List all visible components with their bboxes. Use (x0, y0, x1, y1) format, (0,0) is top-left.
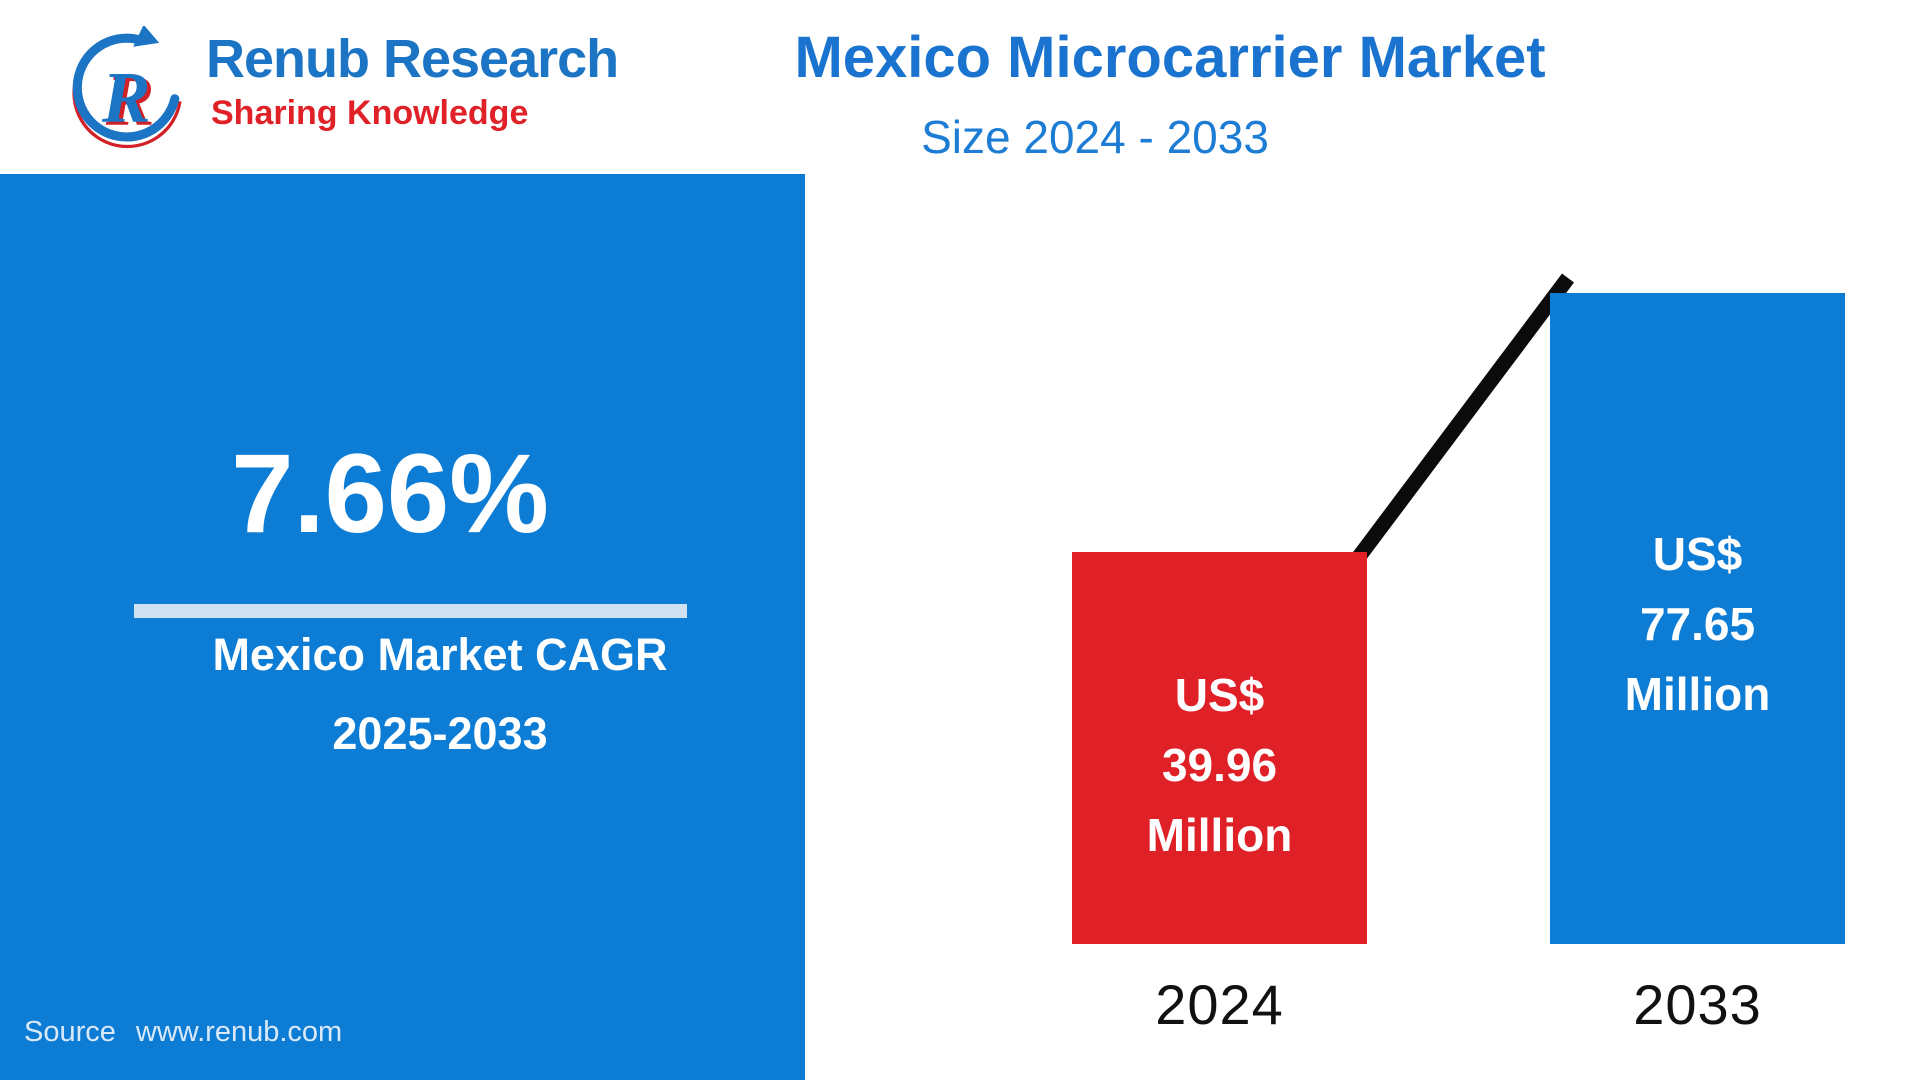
x-axis-label-2024: 2024 (1155, 973, 1284, 1036)
logo-brand-text: Renub Research (206, 29, 619, 89)
page-subtitle: Size 2024 - 2033 (921, 111, 1269, 163)
source-label: Source (24, 1016, 116, 1048)
renub-logo-icon: R R (72, 26, 182, 149)
cagr-period: 2025-2033 (332, 708, 548, 759)
source-url: www.renub.com (135, 1016, 343, 1048)
source-note: Source www.renub.com (24, 1016, 342, 1049)
logo-letter: R (101, 57, 151, 138)
cagr-label: Mexico Market CAGR (212, 629, 668, 680)
bar-2024-value-label: US$ 39.96 Million (1146, 669, 1293, 861)
bar-2033: US$ 77.65 Million (1550, 293, 1845, 944)
x-axis-label-2033: 2033 (1633, 973, 1762, 1036)
cagr-value: 7.66% (231, 431, 549, 556)
cagr-panel: 7.66% Mexico Market CAGR 2025-2033 Sourc… (0, 174, 805, 1080)
logo-tagline-text: Sharing Knowledge (211, 94, 529, 132)
cagr-underline (134, 604, 687, 618)
page-title: Mexico Microcarrier Market (794, 25, 1546, 90)
bar-2033-value-label: US$ 77.65 Million (1624, 528, 1771, 720)
bar-2024: US$ 39.96 Million (1072, 552, 1367, 944)
svg-text:R: R (105, 60, 155, 141)
